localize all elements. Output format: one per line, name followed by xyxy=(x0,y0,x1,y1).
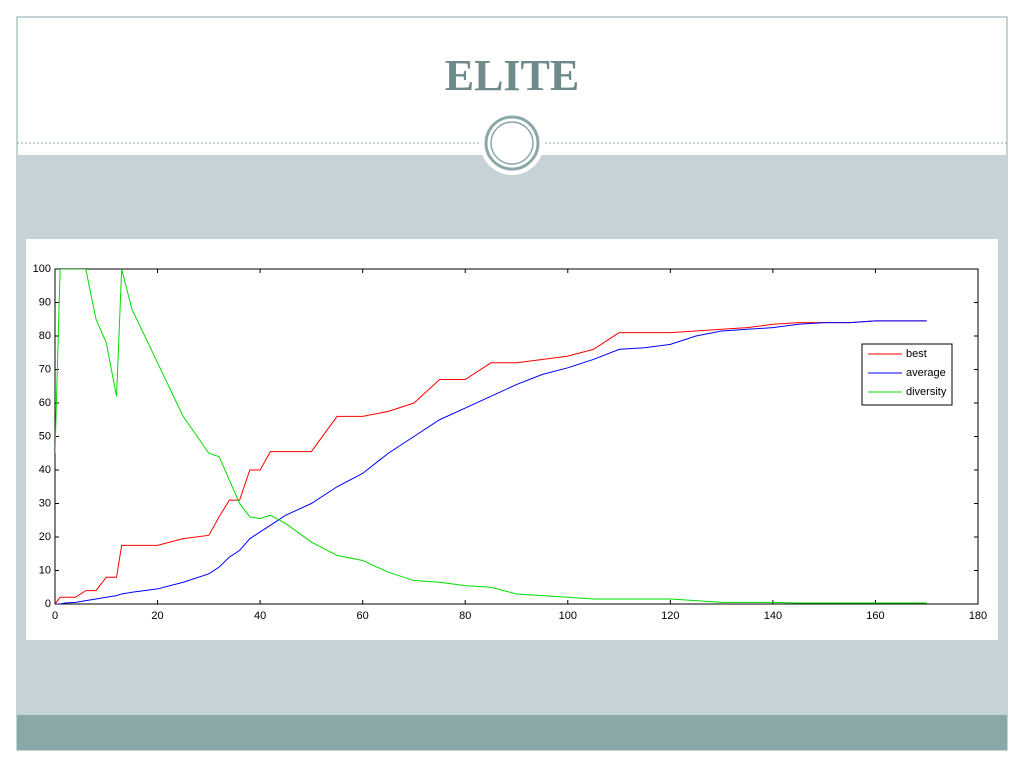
legend-label: average xyxy=(906,367,946,379)
x-tick-label: 20 xyxy=(151,610,163,622)
legend-label: best xyxy=(906,348,927,360)
y-tick-label: 20 xyxy=(39,531,51,543)
y-tick-label: 40 xyxy=(39,464,51,476)
x-tick-label: 100 xyxy=(559,610,577,622)
y-tick-label: 0 xyxy=(45,598,51,610)
chart-panel xyxy=(26,239,998,640)
x-tick-label: 80 xyxy=(459,610,471,622)
ornament xyxy=(480,111,544,175)
y-tick-label: 10 xyxy=(39,564,51,576)
x-tick-label: 60 xyxy=(357,610,369,622)
y-tick-label: 70 xyxy=(39,363,51,375)
series-line xyxy=(55,320,927,604)
series-line xyxy=(55,320,927,604)
ornament-ring xyxy=(484,115,540,171)
slide-title: ELITE xyxy=(445,51,580,100)
footer-band xyxy=(17,715,1007,750)
x-tick-label: 120 xyxy=(661,610,679,622)
ornament-ring xyxy=(490,121,534,165)
y-tick-label: 80 xyxy=(39,330,51,342)
x-tick-label: 160 xyxy=(866,610,884,622)
x-tick-label: 40 xyxy=(254,610,266,622)
y-tick-label: 60 xyxy=(39,397,51,409)
x-tick-label: 140 xyxy=(764,610,782,622)
y-tick-label: 90 xyxy=(39,296,51,308)
legend-label: diversity xyxy=(906,386,947,398)
series-line xyxy=(55,269,927,604)
x-tick-label: 0 xyxy=(52,610,58,622)
y-tick-label: 100 xyxy=(33,263,51,275)
y-tick-label: 30 xyxy=(39,497,51,509)
y-tick-label: 50 xyxy=(39,430,51,442)
x-tick-label: 180 xyxy=(969,610,987,622)
